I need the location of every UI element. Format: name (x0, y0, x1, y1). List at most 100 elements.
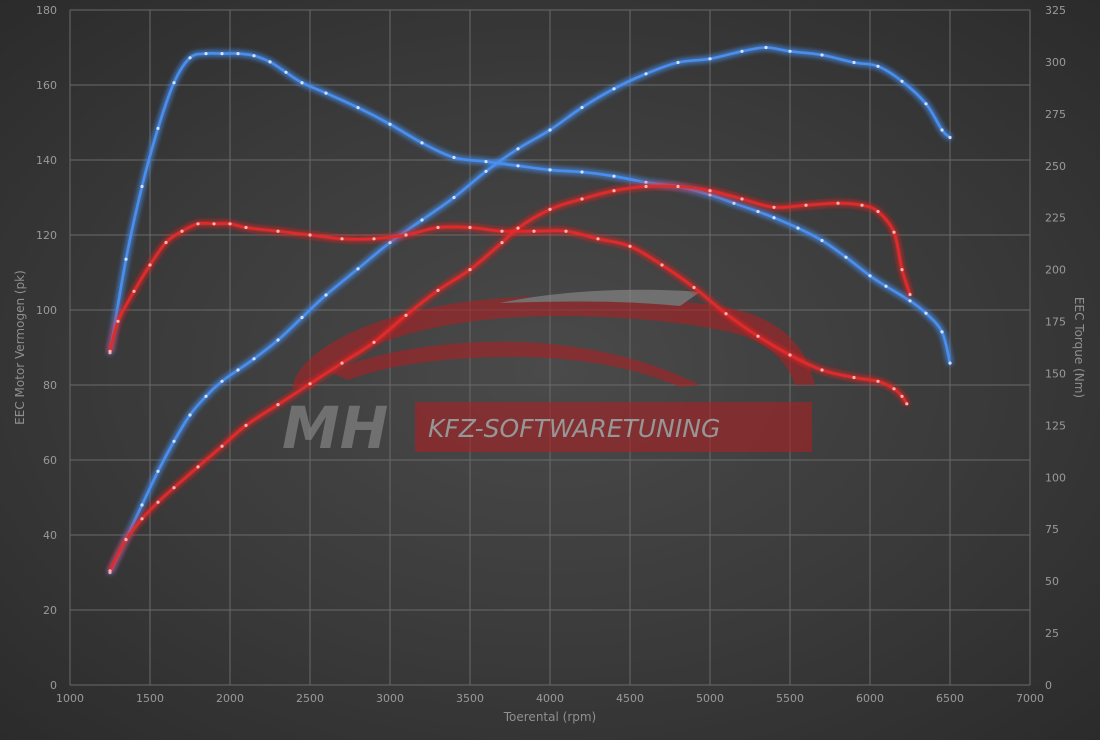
data-point-1 (900, 79, 904, 83)
data-point-1 (644, 72, 648, 76)
series (108, 45, 952, 575)
data-point-0 (188, 56, 192, 60)
data-point-1 (740, 49, 744, 53)
x-tick-label: 6000 (856, 692, 884, 705)
data-point-3 (404, 313, 408, 317)
data-point-1 (516, 147, 520, 151)
y-tick-label: 100 (36, 304, 57, 317)
data-point-2 (132, 289, 136, 293)
data-point-2 (196, 222, 200, 226)
data-point-3 (156, 500, 160, 504)
x-axis-title: Toerental (rpm) (503, 710, 596, 724)
data-point-3 (804, 203, 808, 207)
data-point-0 (908, 299, 912, 303)
data-point-0 (484, 160, 488, 164)
data-point-3 (612, 189, 616, 193)
data-point-2 (108, 349, 112, 353)
data-point-2 (532, 229, 536, 233)
data-point-0 (268, 60, 272, 64)
y2-tick-label: 250 (1045, 160, 1066, 173)
data-point-2 (372, 237, 376, 241)
axes: 1000 1500 2000 2500 3000 3500 4000 4500 5000 5500… (13, 4, 1086, 724)
y2-tick-label: 200 (1045, 264, 1066, 277)
data-point-3 (860, 203, 864, 207)
y2-tick-label: 125 (1045, 419, 1066, 432)
x-tick-label: 3000 (376, 692, 404, 705)
data-point-2 (820, 368, 824, 372)
data-point-1 (580, 105, 584, 110)
data-point-1 (788, 49, 792, 53)
data-point-1 (708, 57, 712, 61)
data-point-3 (548, 207, 552, 211)
data-point-0 (388, 122, 392, 126)
y-tick-label: 140 (36, 154, 57, 167)
x-tick-label: 2500 (296, 692, 324, 705)
data-point-3 (308, 382, 312, 386)
y2-tick-label: 325 (1045, 4, 1066, 17)
x-tick-label: 2000 (216, 692, 244, 705)
y2-tick-label: 100 (1045, 471, 1066, 484)
data-point-0 (924, 311, 928, 315)
data-point-2 (148, 263, 152, 267)
data-point-2 (876, 379, 880, 383)
y2-tick-label: 0 (1045, 679, 1052, 692)
data-point-1 (172, 439, 176, 443)
data-point-3 (276, 403, 280, 407)
data-point-2 (500, 229, 504, 233)
data-point-0 (220, 52, 224, 56)
y-axis-title: EEC Motor Vermogen (pk) (13, 270, 27, 425)
data-point-0 (756, 209, 760, 214)
data-point-3 (516, 226, 520, 230)
data-point-3 (892, 230, 896, 234)
data-point-0 (156, 126, 160, 130)
data-point-2 (756, 334, 760, 338)
data-point-3 (740, 197, 744, 201)
data-point-2 (660, 263, 664, 267)
y-tick-label: 160 (36, 79, 57, 92)
data-point-3 (900, 268, 904, 272)
data-point-0 (732, 201, 736, 205)
x-tick-label: 5000 (696, 692, 724, 705)
data-point-1 (140, 503, 144, 507)
watermark-logo: MH KFZ-SOFTWARETUNING (282, 289, 815, 462)
x-tick-label: 4000 (536, 692, 564, 705)
data-point-3 (908, 292, 912, 297)
data-point-2 (244, 225, 248, 230)
data-point-3 (580, 197, 584, 201)
data-point-2 (692, 285, 696, 290)
data-point-1 (324, 293, 328, 297)
data-point-3 (220, 444, 224, 448)
x-tick-label: 3500 (456, 692, 484, 705)
data-point-3 (124, 538, 128, 542)
data-point-3 (500, 241, 504, 245)
data-point-0 (844, 255, 848, 259)
data-point-1 (156, 469, 160, 473)
data-point-0 (948, 361, 952, 365)
data-point-0 (548, 168, 552, 172)
data-point-1 (548, 128, 552, 132)
data-point-1 (612, 87, 616, 91)
data-point-0 (140, 184, 144, 189)
grid (69, 9, 1031, 686)
data-point-3 (172, 486, 176, 490)
data-point-1 (188, 413, 192, 417)
watermark-brand-text: KFZ-SOFTWARETUNING (428, 414, 720, 443)
data-point-1 (388, 240, 392, 245)
data-point-0 (644, 180, 648, 184)
x-tick-label: 1000 (56, 692, 84, 705)
watermark-banner (415, 402, 812, 452)
data-point-0 (420, 141, 424, 145)
data-point-3 (108, 569, 112, 573)
data-point-0 (940, 330, 944, 334)
data-point-2 (564, 229, 568, 233)
data-point-0 (868, 274, 872, 278)
data-point-2 (116, 319, 120, 323)
y2-tick-label: 275 (1045, 108, 1066, 121)
data-point-0 (612, 174, 616, 178)
y2-tick-label: 75 (1045, 523, 1059, 536)
data-point-2 (852, 375, 856, 380)
watermark-car-side (330, 341, 700, 387)
data-point-1 (236, 368, 240, 372)
data-point-3 (644, 184, 648, 189)
